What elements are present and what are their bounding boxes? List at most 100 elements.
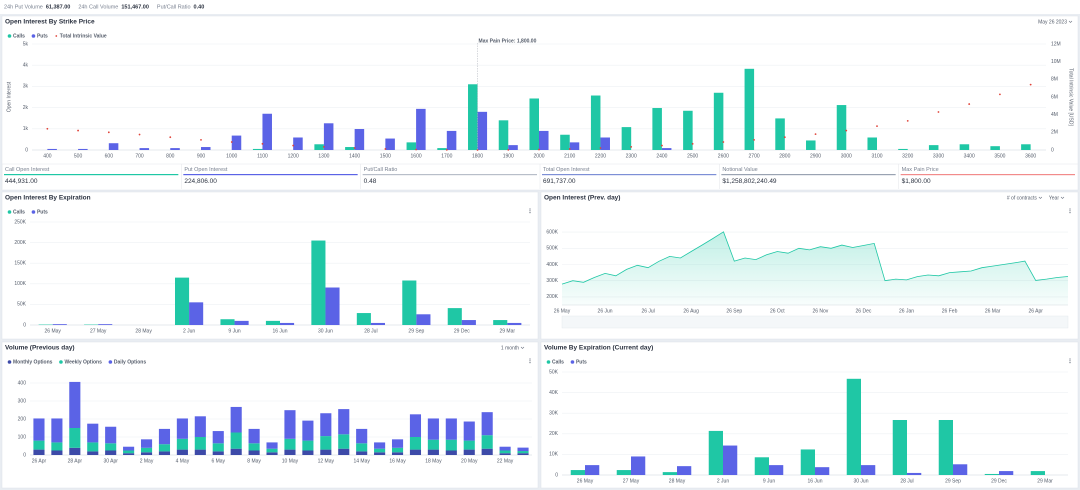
summary-accent — [721, 174, 896, 176]
menu-dot[interactable] — [529, 360, 531, 362]
x-tick-label: 26 Mar — [985, 308, 1001, 314]
x-tick-label: 16 May — [389, 458, 406, 464]
navigator[interactable] — [561, 315, 1069, 329]
legend-label[interactable]: Puts — [37, 33, 48, 39]
bar — [220, 319, 235, 325]
dropdown-chevron[interactable] — [520, 346, 525, 349]
menu-dot[interactable] — [529, 210, 531, 212]
bar-segment — [69, 428, 81, 448]
x-tick-label: 2500 — [687, 153, 698, 159]
bar — [416, 108, 426, 150]
bar-segment — [499, 446, 511, 451]
bar — [713, 92, 724, 150]
bar — [262, 113, 272, 150]
intrinsic-dot — [630, 146, 633, 148]
menu-dot[interactable] — [1069, 210, 1071, 212]
bar — [325, 287, 340, 325]
bar-segment — [248, 450, 260, 455]
intrinsic-dot — [783, 136, 786, 139]
y-tick-label: 150K — [14, 261, 26, 267]
x-tick-label: 26 Nov — [812, 308, 828, 314]
panel-title: Volume By Expiration (Current day) — [544, 345, 653, 352]
legend-label[interactable]: Calls — [552, 359, 564, 365]
panel — [1, 341, 539, 489]
bar-segment — [517, 451, 529, 454]
x-tick-label: 1400 — [349, 153, 360, 159]
bar-segment — [517, 453, 529, 455]
menu-dot[interactable] — [529, 212, 531, 214]
legend-label[interactable]: Puts — [576, 359, 587, 365]
bar-segment — [445, 450, 457, 455]
bar-segment — [463, 440, 475, 450]
legend-label[interactable]: Monthly Options — [13, 359, 53, 365]
menu-dot[interactable] — [1069, 358, 1071, 360]
legend-label[interactable]: Total Intrinsic Value — [60, 33, 107, 39]
intrinsic-dot — [1029, 83, 1032, 86]
bar-segment — [356, 428, 368, 444]
menu-dot[interactable] — [529, 208, 531, 210]
bar — [252, 148, 263, 150]
x-tick-label: 8 May — [247, 458, 261, 464]
y-tick-label: 20K — [549, 431, 559, 437]
bar-segment — [248, 428, 260, 444]
x-tick-label: 2000 — [533, 153, 544, 159]
bar — [323, 123, 334, 150]
bar-segment — [409, 449, 422, 455]
dropdown-chevron[interactable] — [1068, 20, 1073, 23]
legend-label[interactable]: Calls — [13, 33, 25, 39]
bar-segment — [69, 381, 81, 428]
summary-label: Put/Call Ratio — [364, 167, 398, 173]
y-tick-label: 4k — [23, 63, 29, 69]
menu-dot[interactable] — [1069, 208, 1071, 210]
bar — [385, 138, 395, 150]
area-line — [561, 231, 1069, 285]
dropdown-chevron[interactable] — [1038, 196, 1043, 199]
menu-dot[interactable] — [1069, 212, 1071, 214]
x-tick-label: 1900 — [503, 153, 514, 159]
menu-dot[interactable] — [529, 362, 531, 364]
legend-label[interactable]: Puts — [37, 209, 48, 215]
x-tick-label: 600 — [105, 153, 114, 159]
bar — [446, 130, 457, 150]
x-tick-label: 20 May — [461, 458, 478, 464]
bar-segment — [212, 451, 224, 455]
legend-label[interactable]: Calls — [13, 209, 25, 215]
bar — [800, 449, 815, 475]
dropdown-chevron[interactable] — [1060, 196, 1065, 199]
x-tick-label: 1100 — [257, 153, 268, 159]
x-tick-label: 28 May — [135, 328, 152, 334]
x-tick-label: 29 Mar — [1037, 478, 1053, 484]
bar-segment — [248, 443, 260, 451]
dropdown[interactable]: 1 month — [501, 345, 519, 351]
bar-segment — [320, 436, 332, 450]
panel-title: Open Interest By Expiration — [5, 195, 91, 202]
intrinsic-dot — [261, 142, 264, 145]
legend-label[interactable]: Daily Options — [114, 359, 146, 365]
intrinsic-dot — [999, 93, 1001, 96]
x-tick-label: 700 — [135, 153, 144, 159]
y-tick-label: 400K — [546, 262, 558, 268]
legend-label[interactable]: Weekly Options — [64, 359, 102, 365]
intrinsic-dot — [107, 131, 110, 134]
intrinsic-dot — [323, 146, 325, 148]
menu-dot[interactable] — [1069, 360, 1071, 362]
menu-dot[interactable] — [529, 358, 531, 360]
bar-segment — [338, 448, 350, 455]
y2-tick-label: 6M — [1051, 94, 1058, 100]
x-tick-label: 2300 — [626, 153, 637, 159]
dropdown[interactable]: Year — [1049, 195, 1059, 201]
y2-tick-label: 4M — [1051, 112, 1058, 118]
x-tick-label: 29 Sep — [945, 478, 961, 484]
x-tick-label: 29 Mar — [499, 328, 515, 334]
bar-segment — [463, 421, 475, 441]
dropdown[interactable]: May 26 2023 — [1038, 19, 1067, 25]
menu-dot[interactable] — [1069, 362, 1071, 364]
bar — [928, 145, 939, 150]
stat-label: 24h Call Volume — [78, 4, 118, 10]
bar-segment — [302, 420, 314, 441]
x-tick-label: 3600 — [1025, 153, 1036, 159]
bar — [677, 466, 692, 475]
bar-segment — [391, 447, 404, 453]
dropdown[interactable]: # of contracts — [1007, 195, 1038, 201]
y-tick-label: 3k — [23, 84, 29, 90]
